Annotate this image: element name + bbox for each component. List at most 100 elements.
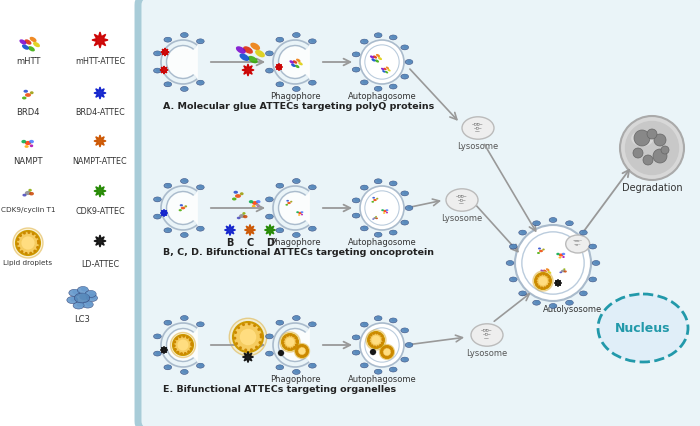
Ellipse shape (293, 316, 300, 320)
Ellipse shape (72, 289, 79, 294)
Polygon shape (94, 235, 106, 247)
Circle shape (189, 338, 192, 342)
Ellipse shape (279, 37, 284, 41)
Ellipse shape (582, 291, 587, 294)
Circle shape (253, 324, 256, 327)
Ellipse shape (167, 82, 172, 85)
Ellipse shape (197, 363, 204, 368)
Ellipse shape (296, 59, 300, 62)
Ellipse shape (383, 212, 386, 214)
Ellipse shape (81, 287, 88, 291)
Text: Phagophore: Phagophore (270, 375, 321, 384)
Ellipse shape (556, 253, 560, 255)
Circle shape (303, 345, 306, 348)
Ellipse shape (236, 46, 246, 54)
Circle shape (190, 342, 193, 345)
Ellipse shape (392, 367, 397, 371)
Ellipse shape (372, 219, 375, 220)
Circle shape (379, 344, 382, 347)
Circle shape (239, 346, 242, 349)
Ellipse shape (167, 320, 172, 324)
Ellipse shape (276, 228, 284, 233)
Ellipse shape (33, 42, 40, 47)
Ellipse shape (373, 55, 377, 58)
Text: Lipid droplets: Lipid droplets (4, 260, 52, 266)
Circle shape (304, 346, 308, 349)
Ellipse shape (386, 209, 389, 211)
Circle shape (375, 331, 378, 334)
Ellipse shape (559, 253, 564, 256)
Text: Autophagosome: Autophagosome (348, 375, 416, 384)
Ellipse shape (30, 91, 34, 94)
Ellipse shape (199, 226, 204, 230)
Circle shape (548, 282, 551, 285)
Circle shape (286, 334, 289, 337)
Ellipse shape (300, 211, 303, 213)
Ellipse shape (268, 351, 273, 355)
Ellipse shape (309, 39, 316, 44)
Text: ~ʊ~: ~ʊ~ (574, 243, 582, 247)
Ellipse shape (311, 80, 316, 84)
Circle shape (384, 345, 386, 348)
Circle shape (22, 236, 34, 250)
Ellipse shape (295, 86, 300, 90)
Ellipse shape (73, 302, 84, 309)
Ellipse shape (566, 235, 589, 253)
Polygon shape (273, 323, 309, 367)
Ellipse shape (279, 82, 284, 85)
Ellipse shape (564, 268, 566, 270)
Ellipse shape (538, 248, 541, 250)
Circle shape (174, 348, 177, 351)
Ellipse shape (355, 67, 360, 71)
Ellipse shape (506, 261, 514, 265)
Circle shape (173, 344, 176, 347)
Ellipse shape (311, 185, 316, 188)
Ellipse shape (197, 80, 204, 85)
Ellipse shape (309, 185, 316, 190)
Ellipse shape (268, 68, 273, 72)
Ellipse shape (24, 90, 28, 93)
Ellipse shape (386, 212, 388, 213)
Ellipse shape (582, 230, 587, 233)
Circle shape (368, 342, 372, 345)
Ellipse shape (298, 212, 302, 214)
Text: NAMPT: NAMPT (13, 157, 43, 166)
Ellipse shape (519, 230, 526, 235)
Ellipse shape (392, 35, 397, 38)
Circle shape (379, 345, 395, 360)
Ellipse shape (385, 71, 389, 73)
Polygon shape (278, 350, 284, 356)
Polygon shape (94, 87, 106, 99)
Circle shape (260, 336, 262, 339)
Text: ~ʊʊ~: ~ʊʊ~ (482, 328, 493, 334)
Ellipse shape (276, 183, 284, 188)
Circle shape (190, 347, 193, 350)
Ellipse shape (252, 201, 258, 205)
Ellipse shape (183, 233, 188, 236)
Ellipse shape (509, 261, 514, 264)
Circle shape (282, 338, 285, 341)
Ellipse shape (446, 189, 478, 211)
Ellipse shape (535, 221, 540, 225)
Circle shape (34, 250, 36, 253)
Text: ~ʊʊ~: ~ʊʊ~ (573, 239, 582, 243)
Ellipse shape (89, 291, 96, 296)
Ellipse shape (403, 328, 408, 331)
Ellipse shape (199, 80, 204, 84)
Ellipse shape (293, 178, 300, 184)
Ellipse shape (378, 57, 382, 60)
Text: Autophagosome: Autophagosome (348, 92, 416, 101)
FancyBboxPatch shape (138, 0, 700, 426)
Circle shape (533, 271, 553, 291)
Ellipse shape (293, 369, 300, 374)
Ellipse shape (90, 294, 97, 299)
Ellipse shape (69, 289, 80, 296)
Ellipse shape (559, 271, 562, 273)
Circle shape (13, 228, 43, 258)
Text: NAMPT-ATTEC: NAMPT-ATTEC (73, 157, 127, 166)
Circle shape (235, 342, 238, 345)
Text: ~ʊʊ~: ~ʊʊ~ (456, 193, 468, 199)
Ellipse shape (153, 334, 161, 339)
Ellipse shape (295, 369, 300, 373)
Ellipse shape (251, 43, 260, 50)
